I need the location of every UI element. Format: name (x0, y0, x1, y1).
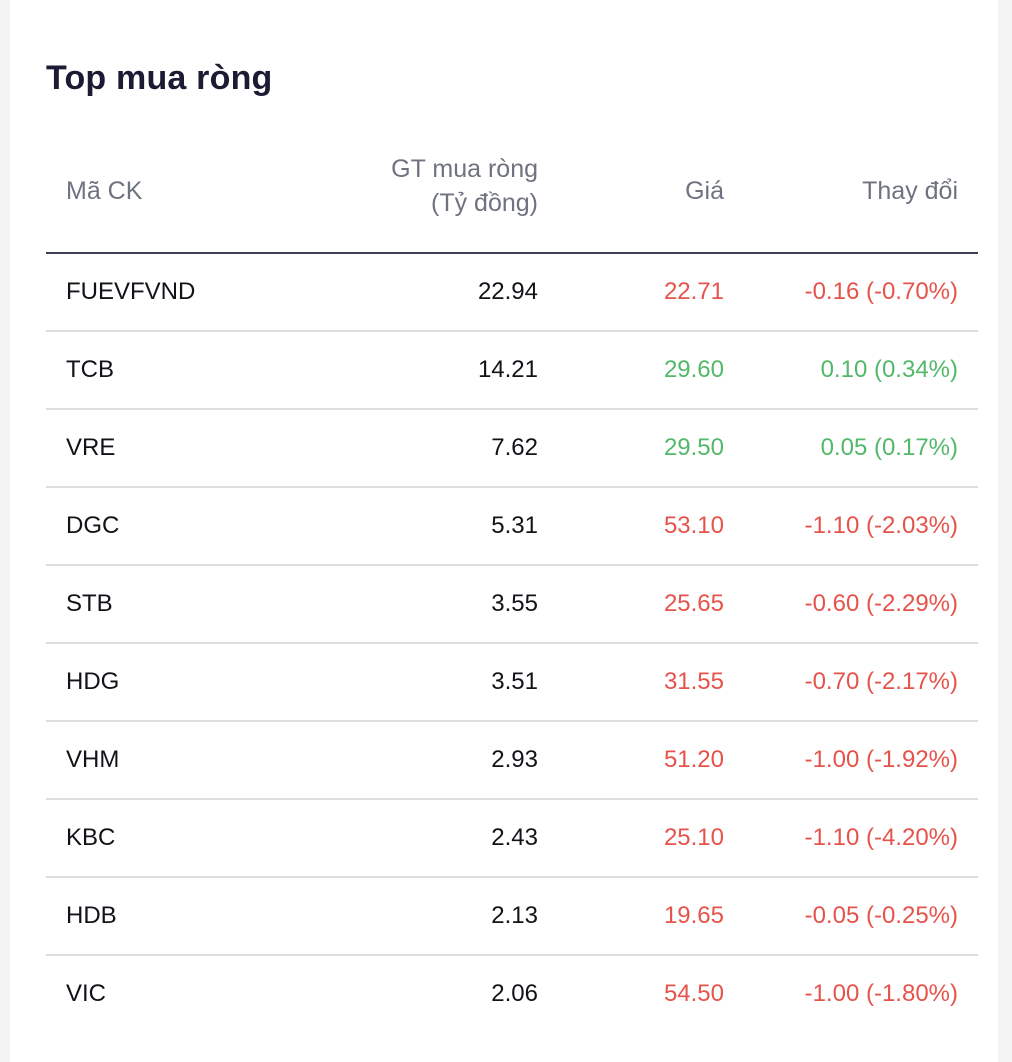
column-header-price[interactable]: Giá (685, 177, 724, 205)
price-change: -0.16 (-0.70%) (804, 278, 958, 305)
net-buy-value: 5.31 (491, 512, 538, 539)
column-header-net-buy-value[interactable]: GT mua ròng (Tỷ đồng) (391, 152, 538, 220)
column-header-net-buy-value-line1: GT mua ròng (391, 155, 538, 183)
stock-symbol[interactable]: TCB (66, 356, 114, 383)
table-row[interactable]: DGC 5.31 53.10 -1.10 (-2.03%) (46, 488, 978, 566)
net-buy-value: 2.13 (491, 902, 538, 929)
column-header-net-buy-value-line2: (Tỷ đồng) (431, 189, 538, 217)
price-change: -1.00 (-1.92%) (804, 746, 958, 773)
price: 25.10 (663, 824, 724, 851)
net-buy-value: 22.94 (477, 278, 538, 305)
stock-symbol[interactable]: FUEVFVND (66, 278, 196, 305)
price: 25.65 (663, 590, 724, 617)
price: 54.50 (663, 980, 724, 1007)
price-change: 0.05 (0.17%) (820, 434, 958, 461)
table-row[interactable]: KBC 2.43 25.10 -1.10 (-4.20%) (46, 800, 978, 878)
price-change: -0.60 (-2.29%) (804, 590, 958, 617)
stock-symbol[interactable]: VHM (66, 746, 120, 773)
table-row[interactable]: STB 3.55 25.65 -0.60 (-2.29%) (46, 566, 978, 644)
price-change: -1.10 (-2.03%) (804, 512, 958, 539)
column-header-symbol[interactable]: Mã CK (66, 177, 143, 205)
price-change: -0.70 (-2.17%) (804, 668, 958, 695)
table-row[interactable]: HDB 2.13 19.65 -0.05 (-0.25%) (46, 878, 978, 956)
stock-symbol[interactable]: VRE (66, 434, 116, 461)
table-row[interactable]: VIC 2.06 54.50 -1.00 (-1.80%) (46, 956, 978, 1034)
net-buy-table: Mã CK GT mua ròng (Tỷ đồng) Giá Thay đổi… (46, 144, 978, 1034)
table-row[interactable]: HDG 3.51 31.55 -0.70 (-2.17%) (46, 644, 978, 722)
table-header: Mã CK GT mua ròng (Tỷ đồng) Giá Thay đổi (46, 144, 978, 254)
net-buy-value: 3.51 (491, 668, 538, 695)
net-buy-value: 14.21 (477, 356, 538, 383)
stock-symbol[interactable]: DGC (66, 512, 120, 539)
table-row[interactable]: VHM 2.93 51.20 -1.00 (-1.92%) (46, 722, 978, 800)
price: 51.20 (663, 746, 724, 773)
table-body: FUEVFVND 22.94 22.71 -0.16 (-0.70%) TCB … (46, 254, 978, 1034)
stock-symbol[interactable]: VIC (66, 980, 107, 1007)
stock-symbol[interactable]: STB (66, 590, 113, 617)
table-row[interactable]: VRE 7.62 29.50 0.05 (0.17%) (46, 410, 978, 488)
price-change: -1.00 (-1.80%) (804, 980, 958, 1007)
price-change: -1.10 (-4.20%) (804, 824, 958, 851)
stock-symbol[interactable]: HDB (66, 902, 117, 929)
stock-symbol[interactable]: KBC (66, 824, 116, 851)
price-change: -0.05 (-0.25%) (804, 902, 958, 929)
price: 53.10 (663, 512, 724, 539)
table-row[interactable]: TCB 14.21 29.60 0.10 (0.34%) (46, 332, 978, 410)
column-header-change[interactable]: Thay đổi (862, 177, 958, 205)
top-net-buy-panel: Top mua ròng Mã CK GT mua ròng (Tỷ đồng)… (10, 0, 998, 1062)
net-buy-value: 3.55 (491, 590, 538, 617)
price: 29.60 (663, 356, 724, 383)
net-buy-value: 2.93 (491, 746, 538, 773)
price: 22.71 (663, 278, 724, 305)
stock-symbol[interactable]: HDG (66, 668, 120, 695)
price: 19.65 (663, 902, 724, 929)
net-buy-value: 2.06 (491, 980, 538, 1007)
table-row[interactable]: FUEVFVND 22.94 22.71 -0.16 (-0.70%) (46, 254, 978, 332)
price: 29.50 (663, 434, 724, 461)
panel-title: Top mua ròng (46, 59, 273, 97)
net-buy-value: 2.43 (491, 824, 538, 851)
price-change: 0.10 (0.34%) (820, 356, 958, 383)
net-buy-value: 7.62 (491, 434, 538, 461)
price: 31.55 (663, 668, 724, 695)
